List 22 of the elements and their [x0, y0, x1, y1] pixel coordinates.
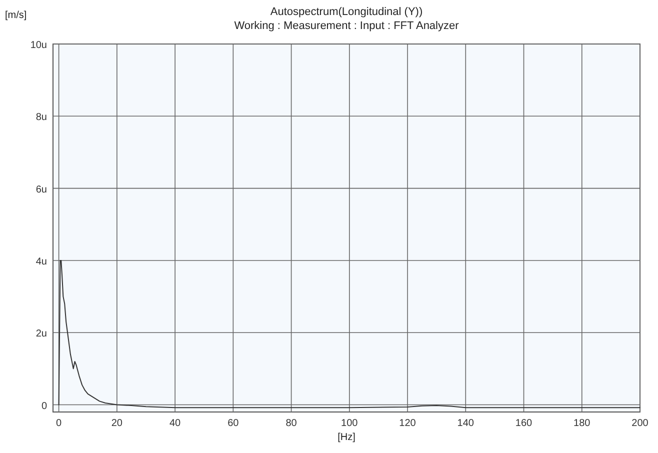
- x-axis-title: [Hz]: [338, 432, 356, 443]
- line-series: [58, 260, 640, 408]
- chart-subtitle: Working : Measurement : Input : FFT Analyzer: [234, 20, 460, 32]
- x-tick-label: 140: [457, 418, 474, 429]
- y-tick-label: 8u: [36, 112, 47, 124]
- x-tick-label: 60: [228, 418, 240, 429]
- x-tick-label: 20: [111, 418, 123, 429]
- x-tick-label: 40: [169, 418, 182, 429]
- x-tick-label: 80: [286, 418, 298, 429]
- x-tick-label: 120: [399, 418, 416, 429]
- y-tick-label: 4u: [36, 256, 47, 268]
- x-tick-label: 100: [341, 418, 358, 429]
- y-tick-label: 6u: [36, 184, 47, 196]
- y-tick-label: 10u: [30, 40, 47, 51]
- y-tick-label: 0: [41, 400, 48, 412]
- x-tick-label: 180: [574, 418, 591, 429]
- x-tick-label: 200: [632, 418, 649, 429]
- x-tick-label: 0: [56, 418, 62, 429]
- y-tick-label: 2u: [36, 328, 47, 340]
- chart-title: Autospectrum(Longitudinal (Y)): [270, 6, 423, 18]
- x-tick-label: 160: [515, 418, 533, 429]
- y-axis-title: [m/s]: [5, 10, 27, 21]
